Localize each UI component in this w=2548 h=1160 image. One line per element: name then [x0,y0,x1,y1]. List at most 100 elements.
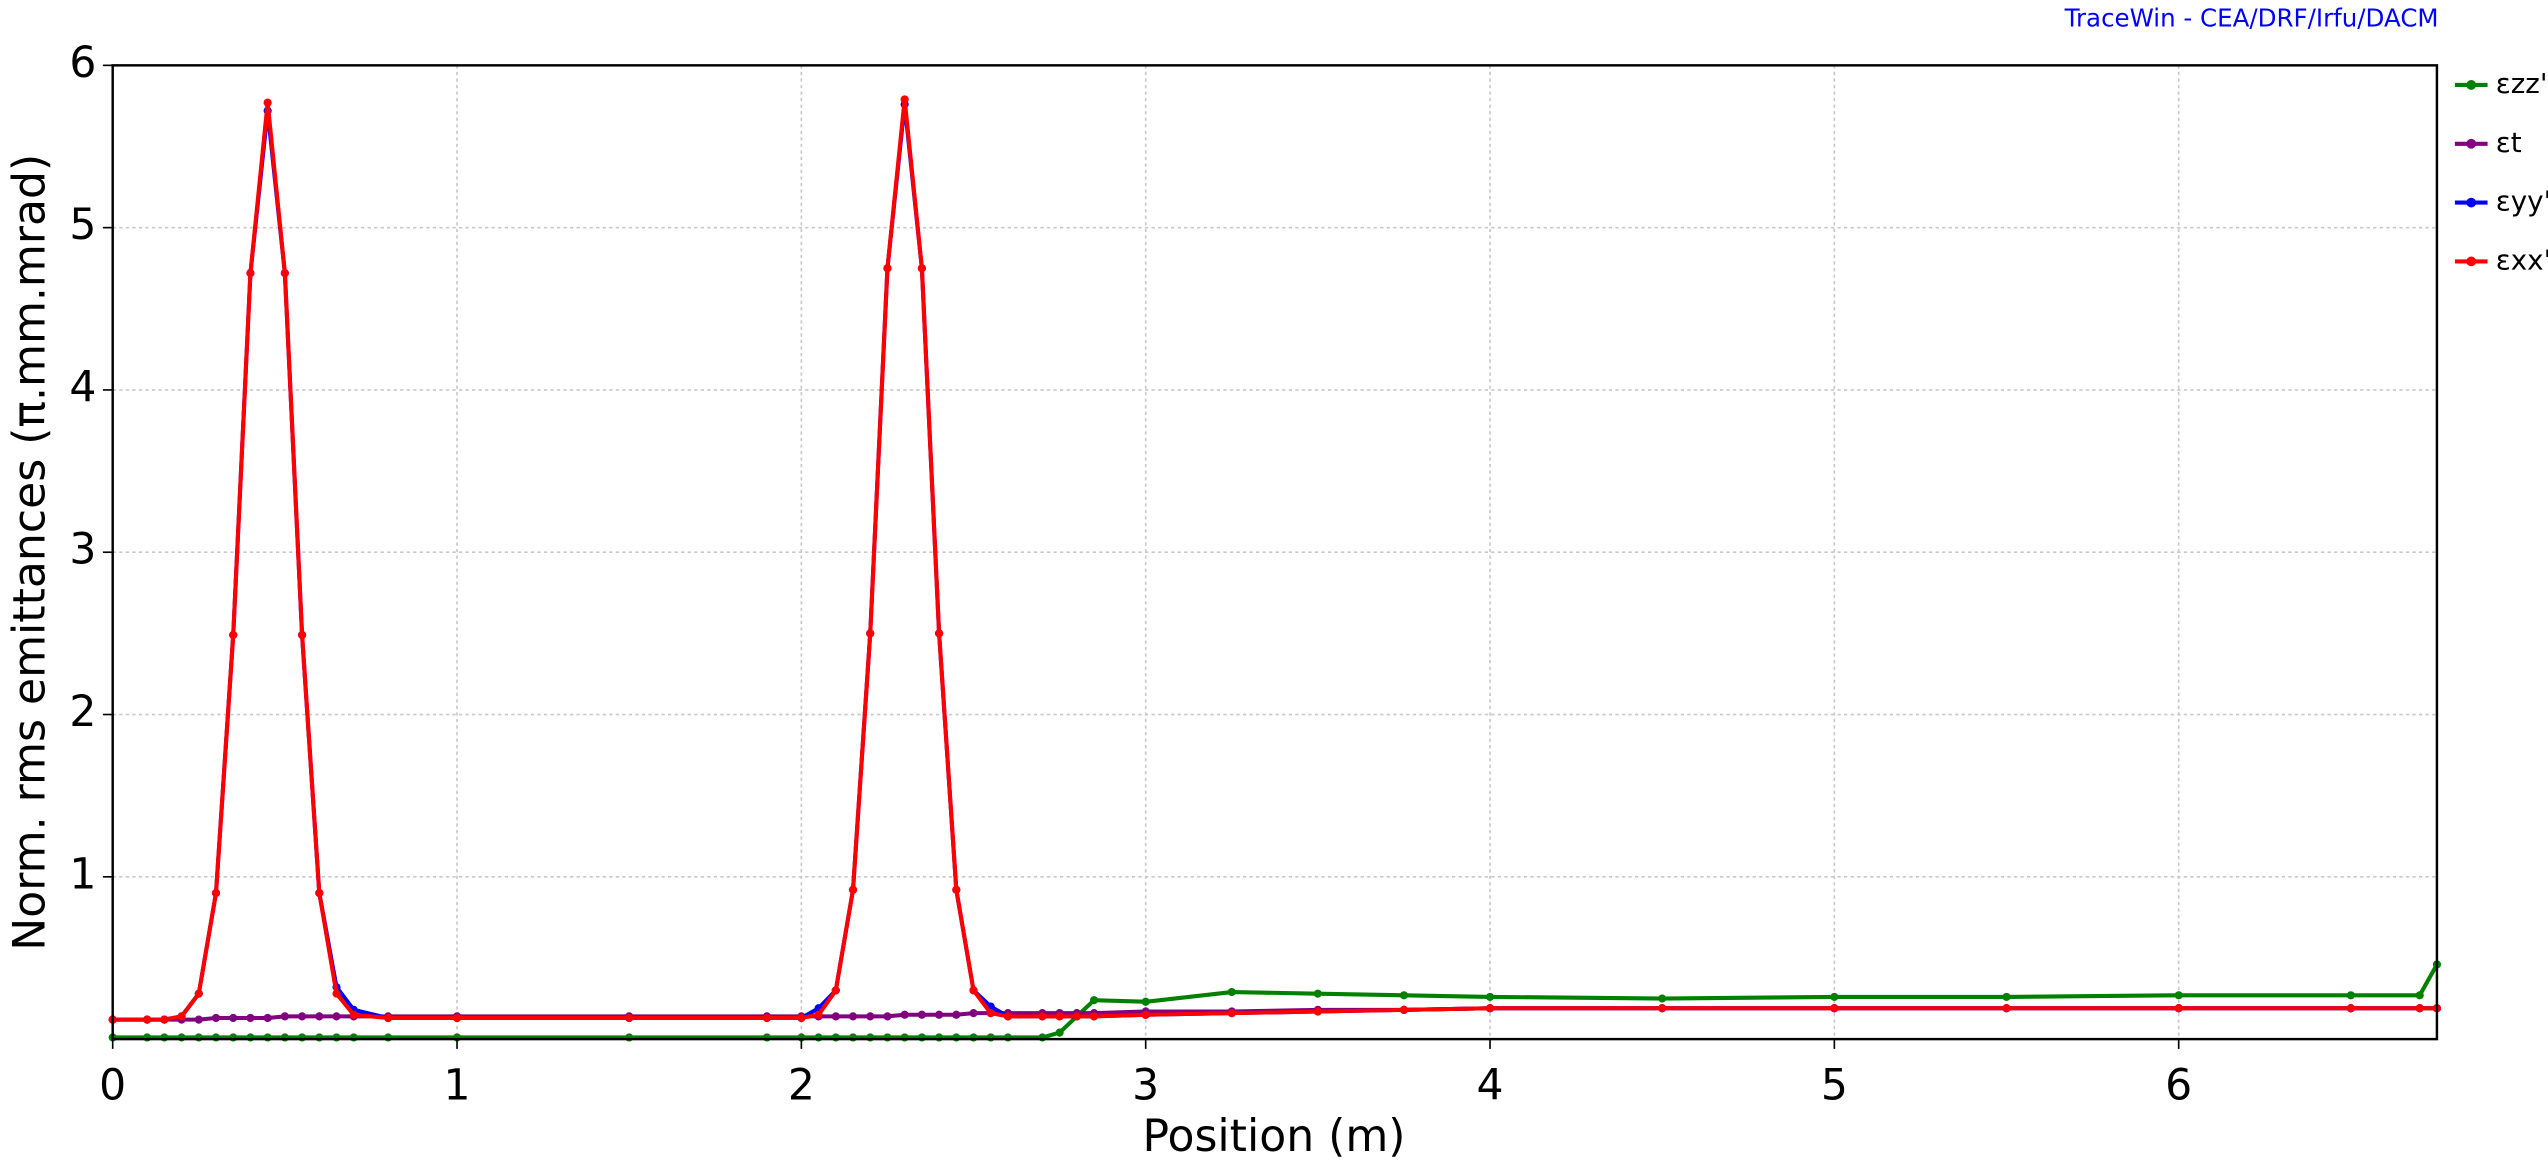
data-point [160,1033,169,1042]
data-point [1227,987,1236,997]
data-point [625,1033,634,1042]
data-point [160,1015,169,1024]
data-point [2002,992,2011,1001]
data-point [814,1010,823,1019]
data-point [349,1033,358,1042]
data-point [797,1013,806,1023]
data-point [883,264,892,273]
data-point [263,1033,272,1042]
data-point [900,95,909,104]
data-point [349,1010,358,1019]
data-point [762,1033,772,1042]
data-point [866,629,875,638]
x-axis-label: Position (m) [1142,1111,1405,1160]
legend-label: εt [2496,126,2522,159]
chart-title: TraceWin - CEA/DRF/Irfu/DACM [2064,4,2439,33]
data-point [315,1033,324,1042]
data-point [883,1033,892,1042]
data-point [2002,1004,2011,1013]
data-point [246,1013,255,1023]
data-point [297,630,307,640]
data-point [332,989,341,998]
data-point [1313,1007,1322,1016]
data-point [848,1012,858,1021]
data-point [917,264,926,273]
data-point [177,1012,186,1021]
data-point [935,629,944,638]
data-point [177,1033,186,1042]
y-tick-label: 5 [69,201,96,250]
data-point [211,888,221,898]
data-point [969,1009,978,1018]
y-tick-label: 4 [69,363,96,412]
x-tick-label: 2 [788,1062,815,1111]
data-point [194,989,203,998]
data-point [1003,1012,1013,1021]
data-point [194,1015,203,1024]
y-axis-label: Norm. rms emittances (π.mm.mrad) [5,154,56,951]
data-point [384,1033,393,1042]
data-point [1658,994,1667,1003]
data-point [1399,991,1409,1000]
x-tick-label: 6 [2165,1062,2192,1111]
data-point [848,1033,858,1042]
data-point [900,1033,909,1042]
data-point [2415,991,2424,1000]
data-point [246,269,255,278]
data-point [2174,1004,2183,1013]
data-point [935,1033,944,1042]
data-point [211,1013,221,1023]
data-point [1141,997,1150,1006]
series-line [112,104,2437,1022]
legend-label: εxx' [2496,243,2548,276]
data-point [952,1010,961,1019]
data-point [315,888,324,898]
x-tick-label: 0 [99,1062,126,1111]
data-point [452,1013,462,1023]
data-point [917,1033,926,1042]
data-point [332,1033,341,1042]
data-point [1485,992,1495,1001]
data-point [280,269,289,278]
data-point [866,1012,875,1021]
x-tick-label: 5 [1821,1062,1848,1111]
data-point [1038,1012,1047,1021]
data-point [143,1015,152,1024]
data-point [297,1012,307,1021]
x-tick-label: 4 [1477,1062,1504,1111]
data-point [831,986,840,995]
data-point [297,1033,307,1042]
data-point [917,1010,926,1019]
data-point [1830,1004,1839,1013]
data-point [900,1010,909,1019]
x-tick-label: 1 [444,1062,471,1111]
legend: εzz' εt εyy' εxx' [2454,67,2548,276]
legend-marker [2466,256,2477,267]
data-point [2346,991,2355,1000]
data-point [986,1033,995,1042]
data-point [1313,989,1322,998]
data-point [1089,1012,1099,1021]
data-point [1089,996,1099,1005]
data-point [831,1033,840,1042]
y-tick-label: 3 [69,526,96,575]
series-line [112,99,2437,1022]
data-point [229,1033,238,1042]
legend-label: εyy' [2496,185,2548,218]
data-point [229,630,238,640]
data-point [1141,1010,1150,1019]
data-point [211,1033,221,1042]
data-point [814,1033,823,1042]
data-point [246,1033,255,1042]
data-point [315,1012,324,1021]
data-point [986,1009,995,1018]
data-point [1055,1028,1064,1037]
data-point [2346,1004,2355,1013]
data-point [1227,1009,1236,1018]
data-point [625,1013,634,1023]
data-point [2174,991,2183,1000]
data-point [762,1013,772,1023]
data-point [1485,1004,1495,1013]
